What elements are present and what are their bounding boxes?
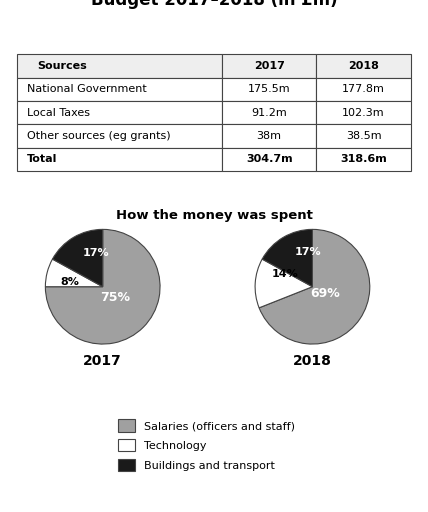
Wedge shape [45, 229, 160, 344]
Text: 69%: 69% [310, 287, 340, 300]
Text: 17%: 17% [294, 247, 321, 258]
Text: How the money was spent: How the money was spent [116, 208, 312, 222]
Text: 14%: 14% [271, 269, 298, 279]
Text: 75%: 75% [100, 290, 131, 304]
Text: 8%: 8% [60, 277, 79, 287]
Wedge shape [262, 229, 312, 287]
Text: 2018: 2018 [293, 354, 332, 368]
Legend: Salaries (officers and staff), Technology, Buildings and transport: Salaries (officers and staff), Technolog… [113, 414, 300, 477]
Wedge shape [259, 229, 370, 344]
Wedge shape [45, 259, 103, 287]
Wedge shape [53, 229, 103, 287]
Wedge shape [255, 259, 312, 308]
Text: Budget 2017–2018 (in £m): Budget 2017–2018 (in £m) [91, 0, 337, 9]
Text: 2017: 2017 [83, 354, 122, 368]
Text: 17%: 17% [83, 248, 109, 259]
